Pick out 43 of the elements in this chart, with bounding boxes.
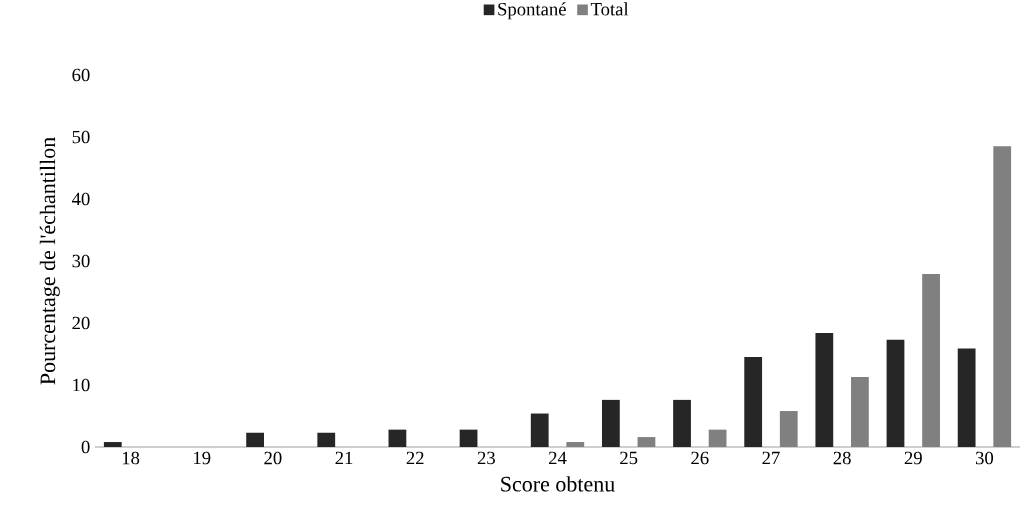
y-axis-title: Pourcentage de l'échantillon	[39, 137, 60, 385]
bar	[886, 339, 905, 447]
y-tick-label: 60	[72, 68, 90, 82]
y-tick-label: 20	[72, 316, 90, 330]
bar	[459, 429, 478, 447]
x-tick-label: 23	[477, 451, 495, 465]
bar	[103, 442, 122, 447]
y-tick-label: 0	[81, 440, 90, 454]
bar	[922, 274, 940, 447]
bar	[957, 348, 976, 447]
bar	[601, 399, 620, 447]
bar	[673, 399, 691, 447]
x-tick-label: 29	[904, 451, 922, 465]
bar	[993, 146, 1012, 447]
x-tick-label: 27	[762, 451, 780, 465]
y-tick-label: 40	[71, 192, 90, 206]
bar	[317, 432, 336, 447]
x-tick-label: 24	[548, 451, 567, 465]
bar	[708, 429, 727, 447]
bar	[566, 442, 585, 447]
x-tick-label: 18	[122, 451, 140, 465]
bar	[744, 357, 763, 447]
x-tick-label: 28	[833, 451, 851, 465]
bar	[530, 413, 549, 447]
x-tick-label: 26	[691, 451, 709, 465]
legend-label: Total	[590, 2, 629, 16]
x-tick-label: 19	[194, 451, 211, 465]
x-tick-label: 22	[406, 451, 424, 465]
x-axis-title: Score obtenu	[501, 476, 615, 492]
x-tick-label: 20	[264, 451, 282, 465]
bar	[246, 432, 264, 447]
y-tick-label: 10	[73, 378, 90, 392]
y-tick-label: 50	[72, 130, 90, 144]
bar	[637, 437, 656, 447]
bar	[779, 411, 798, 447]
bar	[851, 376, 869, 447]
legend-label: Spontané	[498, 2, 566, 20]
x-tick-label: 30	[976, 451, 994, 465]
bar	[388, 429, 407, 447]
x-tick-label: 25	[620, 451, 638, 465]
x-tick-label: 21	[335, 451, 353, 465]
y-tick-label: 30	[72, 254, 90, 268]
bar	[815, 332, 834, 447]
